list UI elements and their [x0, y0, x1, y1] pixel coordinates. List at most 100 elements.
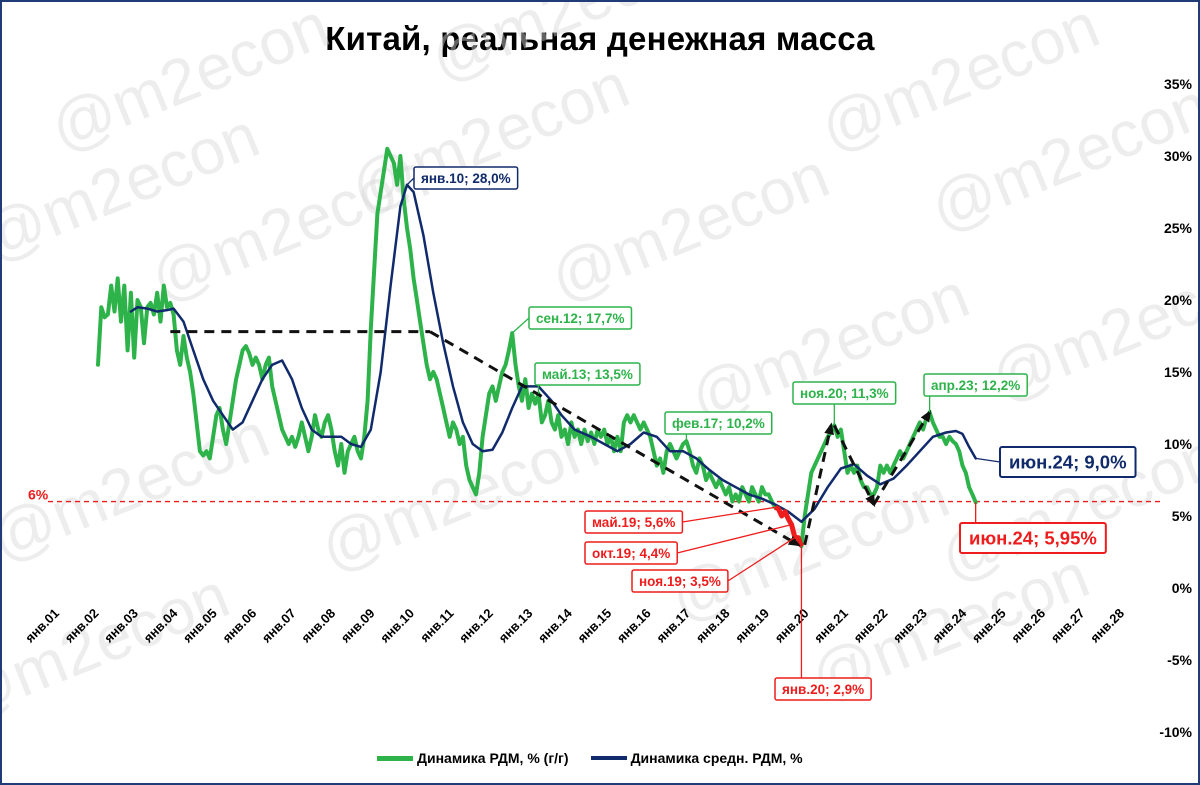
point-rdm — [258, 364, 260, 366]
point-rdm — [209, 457, 211, 460]
point-avg-rdm — [695, 457, 698, 460]
point-avg-rdm — [603, 443, 605, 445]
point-rdm — [836, 436, 839, 438]
point-avg-rdm — [462, 421, 464, 424]
point-avg-rdm — [748, 493, 750, 496]
point-rdm — [560, 436, 563, 438]
point-rdm — [189, 371, 191, 373]
trend-arrows — [170, 330, 932, 547]
point-rdm — [248, 352, 250, 355]
point-rdm — [698, 457, 701, 460]
point-rdm — [932, 421, 934, 424]
point-avg-rdm — [379, 371, 382, 373]
point-avg-rdm — [389, 284, 392, 287]
point-avg-rdm — [511, 407, 513, 409]
point-rdm — [761, 486, 763, 489]
point-rdm — [728, 486, 730, 489]
point-rdm — [958, 450, 960, 453]
point-rdm — [314, 414, 316, 417]
point-rdm — [541, 421, 543, 424]
point-rdm — [274, 400, 277, 402]
annotation-box — [774, 677, 872, 701]
point-rdm — [626, 414, 628, 417]
point-rdm — [803, 515, 806, 517]
x-tick-label: янв.11 — [417, 606, 456, 645]
point-avg-rdm — [291, 378, 293, 381]
point-rdm — [238, 364, 241, 366]
point-rdm — [192, 392, 195, 395]
point-rdm — [324, 421, 326, 424]
point-avg-rdm — [310, 428, 313, 431]
point-rdm — [741, 486, 744, 489]
point-avg-rdm — [172, 307, 175, 310]
point-rdm — [422, 342, 425, 345]
x-tick-label: янв.08 — [298, 606, 338, 646]
point-rdm — [603, 428, 605, 431]
point-rdm — [356, 450, 359, 453]
point-rdm — [297, 436, 300, 438]
point-rdm — [820, 450, 822, 453]
point-rdm — [442, 407, 445, 409]
point-rdm — [659, 457, 661, 460]
annotation-label: окт.19; 4,4% — [592, 546, 670, 561]
point-avg-rdm — [222, 414, 224, 417]
point-avg-rdm — [501, 431, 504, 434]
point-rdm — [636, 421, 638, 424]
x-tick-label: янв.14 — [535, 605, 575, 645]
x-tick-label: янв.28 — [1087, 606, 1127, 646]
point-rdm — [748, 500, 750, 503]
point-rdm — [935, 428, 937, 431]
point-rdm — [130, 292, 132, 294]
point-rdm — [116, 277, 119, 280]
point-avg-rdm — [422, 234, 425, 236]
point-rdm — [656, 464, 658, 467]
point-avg-rdm — [241, 421, 244, 424]
point-rdm — [317, 428, 320, 431]
point-avg-rdm — [182, 320, 185, 323]
point-avg-rdm — [682, 450, 684, 453]
point-rdm — [873, 493, 875, 496]
point-rdm — [307, 450, 310, 453]
annotation-label: янв.20; 2,9% — [782, 682, 864, 697]
point-rdm — [462, 436, 464, 438]
y-tick-label: 30% — [1164, 148, 1193, 164]
y-tick-label: 10% — [1164, 436, 1193, 452]
annotation-box — [584, 541, 678, 565]
point-rdm — [817, 457, 819, 460]
point-rdm — [961, 464, 964, 467]
trend-arrow — [872, 409, 932, 506]
point-avg-rdm — [399, 205, 402, 208]
point-rdm — [471, 486, 474, 489]
point-avg-rdm — [212, 400, 214, 402]
point-rdm — [225, 443, 227, 445]
point-rdm — [153, 313, 155, 316]
watermark-text: @m2econ — [680, 259, 978, 435]
point-rdm — [764, 493, 767, 496]
point-avg-rdm — [955, 430, 957, 432]
point-rdm — [235, 378, 237, 381]
point-rdm — [669, 443, 671, 445]
point-rdm — [767, 493, 770, 496]
point-rdm — [110, 284, 112, 287]
point-rdm — [333, 450, 336, 453]
point-rdm — [435, 378, 438, 381]
x-tick-label: янв.09 — [338, 606, 378, 646]
annotation-label: июн.24; 5,95% — [969, 528, 1097, 549]
legend-swatch-navy — [590, 756, 627, 760]
point-rdm — [718, 479, 721, 481]
point-rdm — [948, 436, 951, 438]
series-line-avg-rdm — [129, 183, 977, 524]
point-rdm — [169, 302, 172, 304]
point-rdm — [113, 310, 116, 313]
point-avg-rdm — [330, 436, 333, 438]
point-rdm — [968, 486, 970, 489]
point-avg-rdm — [866, 474, 868, 477]
point-rdm — [419, 320, 421, 323]
x-tick-label: янв.13 — [495, 606, 535, 646]
point-avg-rdm — [412, 191, 415, 193]
x-tick-label: янв.15 — [574, 606, 614, 646]
point-rdm — [330, 428, 333, 431]
point-avg-rdm — [879, 483, 882, 486]
point-avg-rdm — [642, 431, 645, 434]
point-rdm — [123, 284, 126, 287]
